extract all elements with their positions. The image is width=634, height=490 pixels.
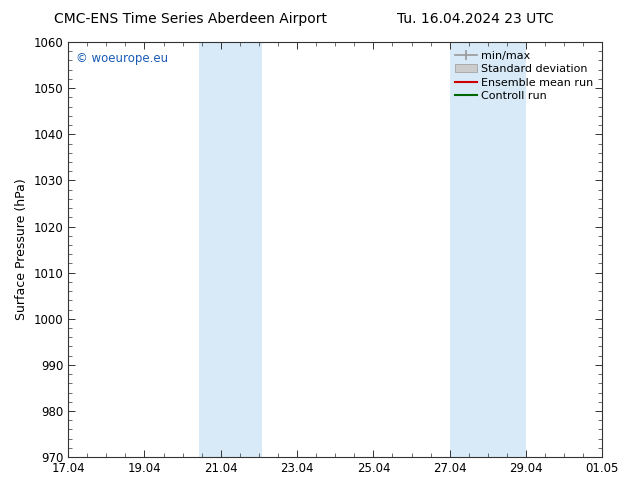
Bar: [198, 42, 262, 457]
Bar: [450, 42, 526, 457]
Text: CMC-ENS Time Series Aberdeen Airport: CMC-ENS Time Series Aberdeen Airport: [54, 12, 327, 26]
Y-axis label: Surface Pressure (hPa): Surface Pressure (hPa): [15, 179, 28, 320]
Legend: min/max, Standard deviation, Ensemble mean run, Controll run: min/max, Standard deviation, Ensemble me…: [451, 48, 597, 104]
Text: Tu. 16.04.2024 23 UTC: Tu. 16.04.2024 23 UTC: [397, 12, 554, 26]
Text: © woeurope.eu: © woeurope.eu: [76, 52, 168, 66]
